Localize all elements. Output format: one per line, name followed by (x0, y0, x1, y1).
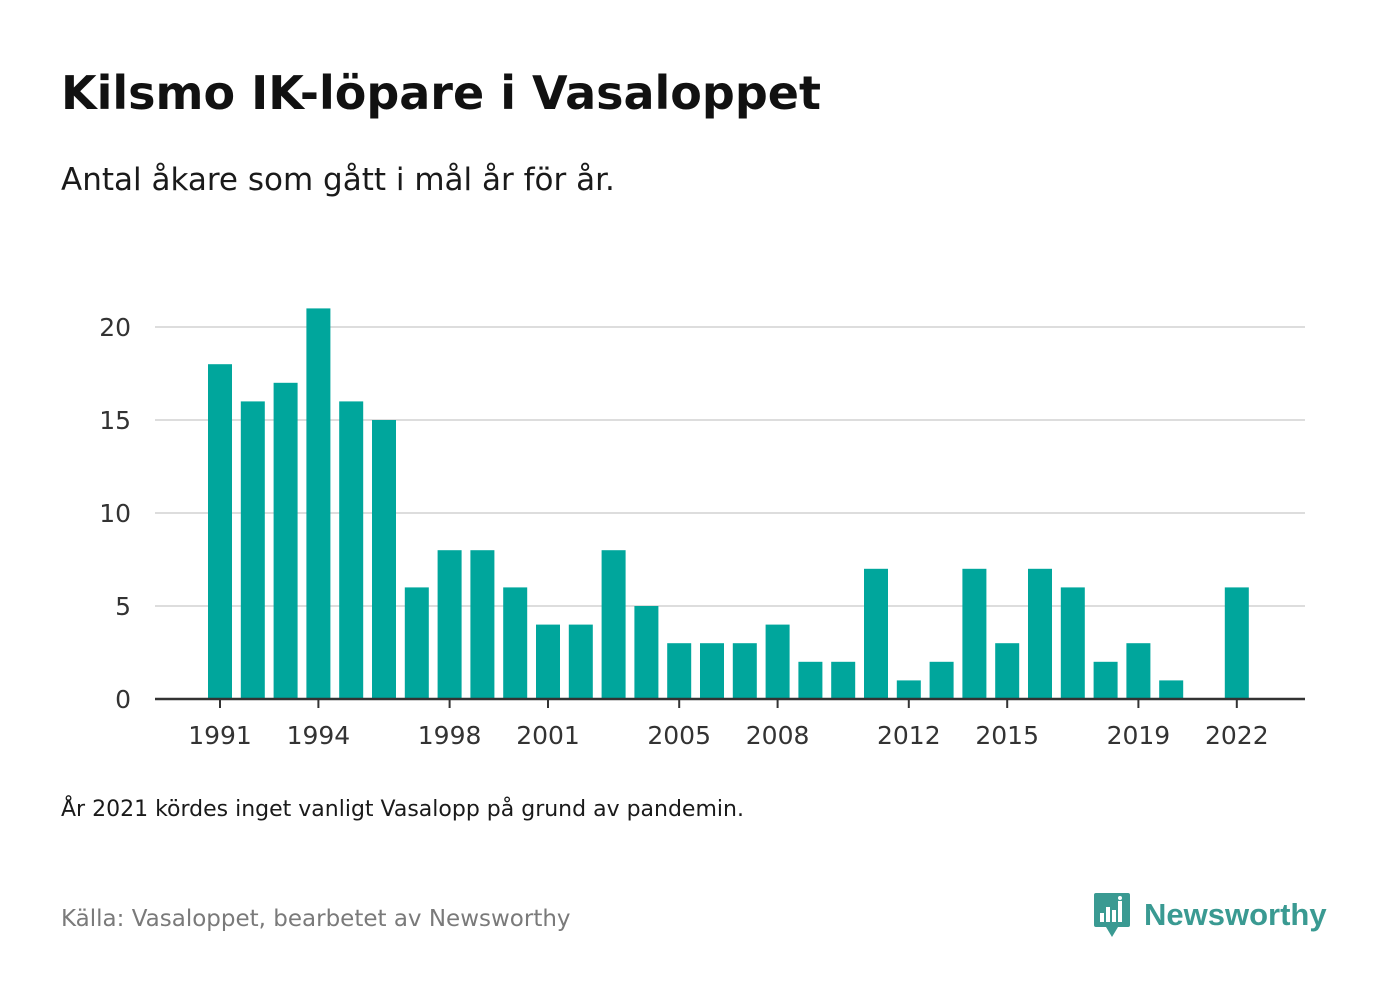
bar-2006 (700, 643, 724, 699)
bar-2003 (601, 550, 626, 699)
bar-1999 (470, 550, 495, 699)
bar-1993 (273, 382, 298, 699)
bar-2013 (929, 661, 954, 699)
x-tick-label-1998: 1998 (418, 721, 482, 750)
x-tick-label-2005: 2005 (647, 721, 711, 750)
bars (208, 308, 1249, 699)
brand-logo: Newsworthy (1092, 891, 1327, 939)
bar-2014 (962, 568, 987, 699)
x-tick-label-2022: 2022 (1205, 721, 1269, 750)
bar-1998 (437, 550, 462, 699)
x-axis-ticks: 1991 1994 1998 2001 2005 2008 2012 2015 2019 2022 (188, 699, 1269, 750)
bar-2020 (1159, 680, 1184, 699)
y-tick-label-5: 5 (115, 592, 131, 621)
y-tick-label-15: 15 (99, 406, 131, 435)
bar-2009 (798, 661, 823, 699)
bar-2008 (765, 624, 790, 699)
brand-name: Newsworthy (1144, 897, 1327, 932)
y-tick-label-10: 10 (99, 499, 131, 528)
bar-2000 (503, 587, 528, 699)
bar-2018 (1093, 661, 1118, 699)
source-text: Källa: Vasaloppet, bearbetet av Newswort… (61, 906, 571, 932)
y-tick-label-20: 20 (99, 313, 131, 342)
bar-1994 (306, 308, 331, 699)
bar-1997 (404, 587, 429, 699)
x-tick-label-2001: 2001 (516, 721, 580, 750)
bar-2022 (1224, 587, 1249, 699)
bar-2019 (1126, 643, 1151, 699)
y-tick-label-0: 0 (115, 685, 131, 714)
bar-2005 (667, 643, 692, 699)
x-tick-label-2008: 2008 (746, 721, 810, 750)
x-tick-label-2019: 2019 (1107, 721, 1171, 750)
bar-2004 (634, 606, 659, 699)
bar-2001 (536, 624, 560, 699)
bar-2011 (864, 568, 888, 699)
x-tick-label-2012: 2012 (877, 721, 941, 750)
bar-2016 (1028, 568, 1052, 699)
bar-1996 (372, 420, 396, 699)
chart-note: År 2021 kördes inget vanligt Vasalopp på… (61, 797, 744, 822)
x-tick-label-1994: 1994 (287, 721, 351, 750)
chart-title: Kilsmo IK-löpare i Vasaloppet (61, 66, 821, 120)
bar-1991 (208, 364, 232, 699)
x-tick-label-2015: 2015 (975, 721, 1039, 750)
bar-1992 (240, 401, 265, 699)
bar-2015 (995, 643, 1020, 699)
bar-chart-badge-icon (1094, 893, 1130, 937)
bar-2012 (896, 680, 921, 699)
x-tick-label-1991: 1991 (188, 721, 252, 750)
bar-1995 (339, 401, 364, 699)
bar-chart: 0 5 10 15 20 1991 1994 1998 2001 2005 2008 2012 201… (99, 308, 1305, 750)
bar-2010 (831, 661, 856, 699)
y-axis-ticks: 0 5 10 15 20 (99, 313, 131, 714)
bar-2017 (1060, 587, 1085, 699)
chart-subtitle: Antal åkare som gått i mål år för år. (61, 162, 615, 198)
bar-2007 (732, 643, 757, 699)
bar-2002 (568, 624, 593, 699)
